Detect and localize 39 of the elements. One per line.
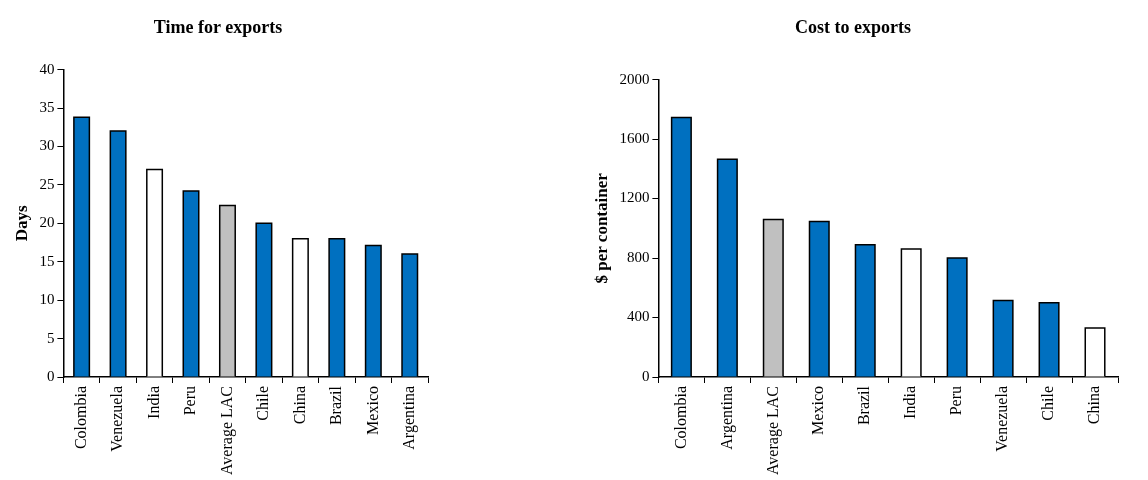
- x-tick-label: Average LAC: [763, 386, 782, 475]
- x-tick-label: Peru: [181, 386, 199, 416]
- x-tick-label: Brazil: [327, 385, 345, 426]
- x-tick-label: Colombia: [71, 386, 89, 450]
- x-tick-label: Argentina: [717, 386, 736, 450]
- x-tick-label: Mexico: [363, 386, 381, 435]
- x-tick-label: China: [290, 386, 308, 425]
- x-tick-label: Chile: [1039, 386, 1057, 421]
- x-tick-label: Brazil: [855, 385, 873, 426]
- x-tick-label: China: [1085, 386, 1103, 425]
- chart-title: Time for exports: [153, 17, 283, 38]
- y-tick-label: 30: [39, 137, 55, 154]
- x-tick-label: India: [901, 386, 919, 419]
- y-tick-label: 35: [39, 98, 55, 115]
- y-tick-label: 10: [39, 291, 55, 308]
- x-tick-label: Venezuela: [108, 386, 126, 452]
- y-tick-label: 0: [46, 367, 55, 384]
- y-tick-label: 15: [39, 252, 55, 269]
- x-tick-label: Argentina: [399, 386, 418, 450]
- y-tick-label: 400: [626, 308, 650, 325]
- x-tick-label: Peru: [947, 386, 965, 416]
- y-tick-label: 5: [46, 329, 55, 346]
- y-tick-label: 25: [39, 175, 55, 192]
- y-tick-label: 1200: [619, 189, 650, 206]
- x-tick-label: Chile: [254, 386, 272, 421]
- y-tick-label: 20: [39, 214, 55, 231]
- y-tick-label: 1600: [619, 130, 650, 147]
- chart-title: Cost to exports: [795, 17, 911, 38]
- x-tick-label: India: [144, 386, 162, 419]
- y-tick-label: 2000: [619, 70, 650, 87]
- y-tick-label: 800: [626, 248, 650, 265]
- y-tick-label: 40: [39, 60, 55, 77]
- x-tick-label: Mexico: [809, 386, 827, 435]
- x-tick-label: Venezuela: [993, 386, 1011, 452]
- y-axis-title: Days: [11, 204, 31, 242]
- y-axis-title: $ per container: [591, 172, 611, 284]
- x-tick-label: Colombia: [671, 386, 689, 450]
- y-tick-label: 0: [641, 367, 650, 384]
- x-tick-label: Average LAC: [217, 386, 236, 475]
